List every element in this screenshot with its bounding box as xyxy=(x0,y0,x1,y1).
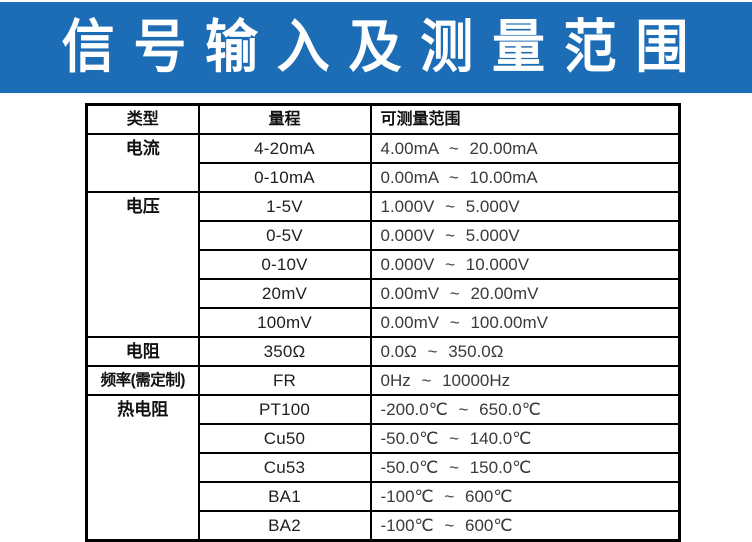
measurable-cell: 0.000V ~ 5.000V xyxy=(369,220,681,251)
range-cell: 4-20mA xyxy=(197,133,372,164)
measurable-cell: -50.0℃ ~ 150.0℃ xyxy=(369,452,681,483)
range-cell: BA1 xyxy=(197,481,372,512)
table-row: Cu50 -50.0℃ ~ 140.0℃ xyxy=(87,423,681,454)
table-row: 电流 4-20mA 4.00mA ~ 20.00mA xyxy=(85,133,681,193)
measurable-cell: 0.00mV ~ 100.00mV xyxy=(369,307,681,338)
table-row: 热电阻 PT100 -200.0℃ ~ 650.0℃ xyxy=(85,394,681,542)
table-row: BA1 -100℃ ~ 600℃ xyxy=(87,481,681,512)
measurable-cell: 0.000V ~ 10.000V xyxy=(369,249,681,280)
range-cell: BA2 xyxy=(197,510,372,542)
table-row: 0-10mA 0.00mA ~ 10.00mA xyxy=(87,162,681,193)
range-cell: PT100 xyxy=(197,394,372,425)
page-title: 信 号 输 入 及 测 量 范 围 xyxy=(61,15,691,80)
header-type: 类型 xyxy=(85,103,200,135)
range-cell: 1-5V xyxy=(197,191,372,222)
range-cell: 0-10mA xyxy=(197,162,372,193)
measurable-cell: 0.00mA ~ 10.00mA xyxy=(369,162,681,193)
range-cell: 20mV xyxy=(197,278,372,309)
measurable-cell: 0.0Ω ~ 350.0Ω xyxy=(369,336,681,367)
table-row: 0-10V 0.000V ~ 10.000V xyxy=(87,249,681,280)
table-row: Cu53 -50.0℃ ~ 150.0℃ xyxy=(87,452,681,483)
table-row: 电阻 350Ω 0.0Ω ~ 350.0Ω xyxy=(85,336,681,367)
measurable-cell: -50.0℃ ~ 140.0℃ xyxy=(369,423,681,454)
range-cell: FR xyxy=(197,365,372,396)
measurable-cell: 4.00mA ~ 20.00mA xyxy=(369,133,681,164)
measurable-cell: 0.00mV ~ 20.00mV xyxy=(369,278,681,309)
measurable-cell: -200.0℃ ~ 650.0℃ xyxy=(369,394,681,425)
header-measurable: 可测量范围 xyxy=(369,103,681,135)
measurable-cell: -100℃ ~ 600℃ xyxy=(369,510,681,542)
group-label-current: 电流 xyxy=(85,133,200,193)
measurable-cell: -100℃ ~ 600℃ xyxy=(369,481,681,512)
range-cell: 0-10V xyxy=(197,249,372,280)
table-row: 0-5V 0.000V ~ 5.000V xyxy=(87,220,681,251)
range-cell: Cu50 xyxy=(197,423,372,454)
header-range: 量程 xyxy=(197,103,372,135)
group-label-resistance: 电阻 xyxy=(85,336,200,367)
signal-range-table: 类型 量程 可测量范围 电流 4-20mA 4.00mA ~ 20.00mA 0… xyxy=(85,103,681,542)
range-cell: 100mV xyxy=(197,307,372,338)
range-cell: 350Ω xyxy=(197,336,372,367)
measurable-cell: 0Hz ~ 10000Hz xyxy=(369,365,681,396)
table-header-row: 类型 量程 可测量范围 xyxy=(85,103,681,135)
table-row: 20mV 0.00mV ~ 20.00mV xyxy=(87,278,681,309)
group-label-voltage: 电压 xyxy=(85,191,200,338)
measurable-cell: 1.000V ~ 5.000V xyxy=(369,191,681,222)
table-row: 电压 1-5V 1.000V ~ 5.000V xyxy=(85,191,681,338)
table-row: 频率(需定制) FR 0Hz ~ 10000Hz xyxy=(85,365,681,396)
range-cell: Cu53 xyxy=(197,452,372,483)
title-banner: 信 号 输 入 及 测 量 范 围 xyxy=(0,2,752,93)
group-label-rtd: 热电阻 xyxy=(85,394,200,542)
table-row: 100mV 0.00mV ~ 100.00mV xyxy=(87,307,681,338)
range-cell: 0-5V xyxy=(197,220,372,251)
group-label-frequency: 频率(需定制) xyxy=(85,365,200,396)
